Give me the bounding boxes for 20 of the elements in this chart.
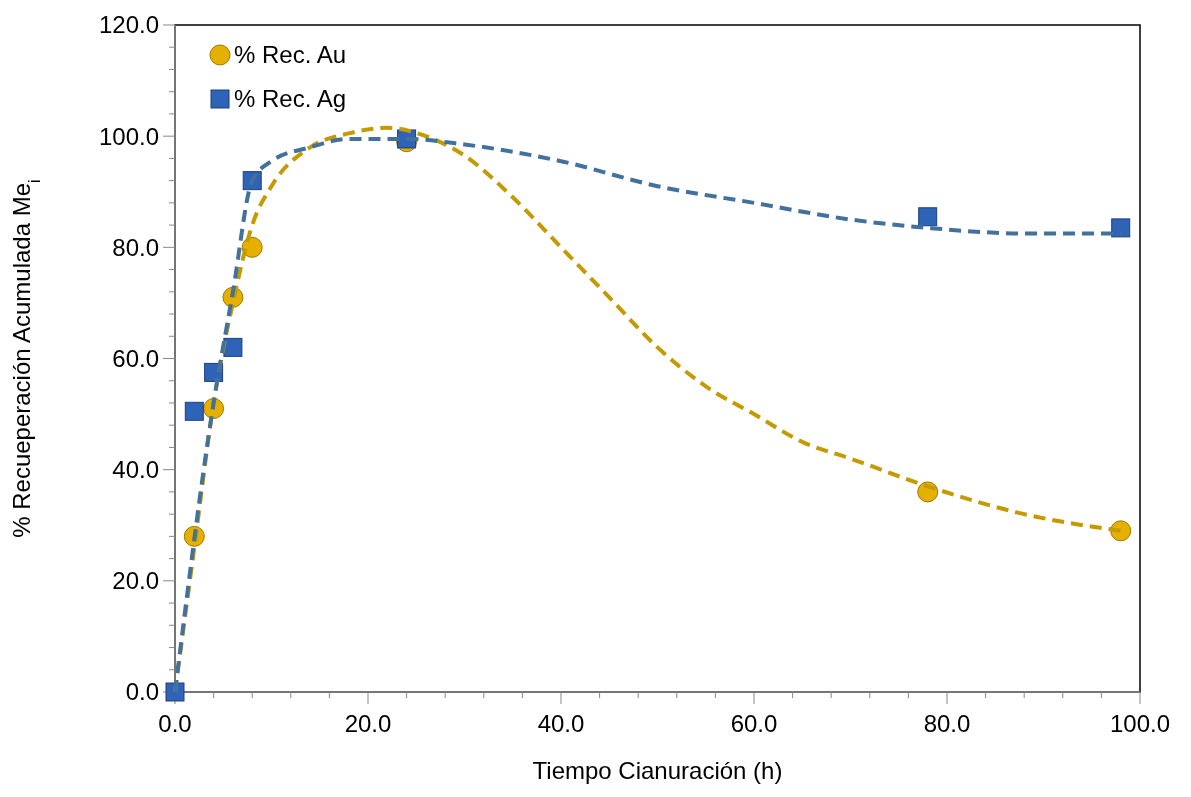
y-tick-label: 40.0 bbox=[112, 456, 159, 484]
x-tick-label: 60.0 bbox=[730, 710, 778, 737]
y-tick-label: 60.0 bbox=[112, 344, 159, 372]
point bbox=[1111, 218, 1131, 238]
x-tick-label: 40.0 bbox=[537, 710, 585, 737]
y-tick-label: 120.0 bbox=[98, 11, 159, 39]
x-tick-label: 80.0 bbox=[923, 710, 971, 737]
y-tick-label: 0.0 bbox=[125, 678, 159, 706]
point bbox=[918, 207, 938, 227]
x-tick-label: 20.0 bbox=[344, 710, 392, 737]
x-tick-label: 100.0 bbox=[1109, 710, 1171, 737]
point bbox=[223, 337, 243, 357]
x-tick-label: 0.0 bbox=[158, 710, 192, 737]
x-axis-title: Tiempo Cianuración (h) bbox=[532, 757, 783, 784]
legend-label: % Rec. Ag bbox=[234, 85, 347, 113]
y-tick-label: 20.0 bbox=[112, 567, 159, 595]
legend-label: % Rec. Au bbox=[234, 41, 347, 69]
y-tick-label: 80.0 bbox=[112, 233, 159, 261]
point bbox=[184, 401, 204, 421]
y-tick-label: 100.0 bbox=[98, 122, 159, 150]
